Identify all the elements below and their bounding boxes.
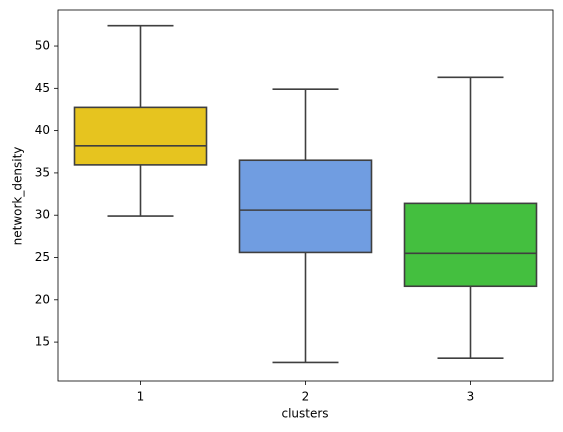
y-tick-label: 15: [35, 335, 50, 349]
y-tick-label: 40: [35, 123, 50, 137]
y-axis-label: network_density: [11, 147, 25, 246]
x-tick-label: 3: [467, 390, 475, 404]
box: [238, 159, 373, 254]
box: [403, 202, 538, 288]
x-tick-label: 2: [302, 390, 310, 404]
box: [73, 106, 208, 166]
y-tick-label: 25: [35, 250, 50, 264]
y-tick-label: 35: [35, 165, 50, 179]
y-tick-label: 30: [35, 208, 50, 222]
plot-frame: [57, 9, 554, 382]
x-tick-label: 1: [137, 390, 145, 404]
x-axis-label: clusters: [281, 407, 328, 421]
y-tick-label: 45: [35, 81, 50, 95]
y-tick-label: 20: [35, 292, 50, 306]
y-tick-label: 50: [35, 39, 50, 53]
